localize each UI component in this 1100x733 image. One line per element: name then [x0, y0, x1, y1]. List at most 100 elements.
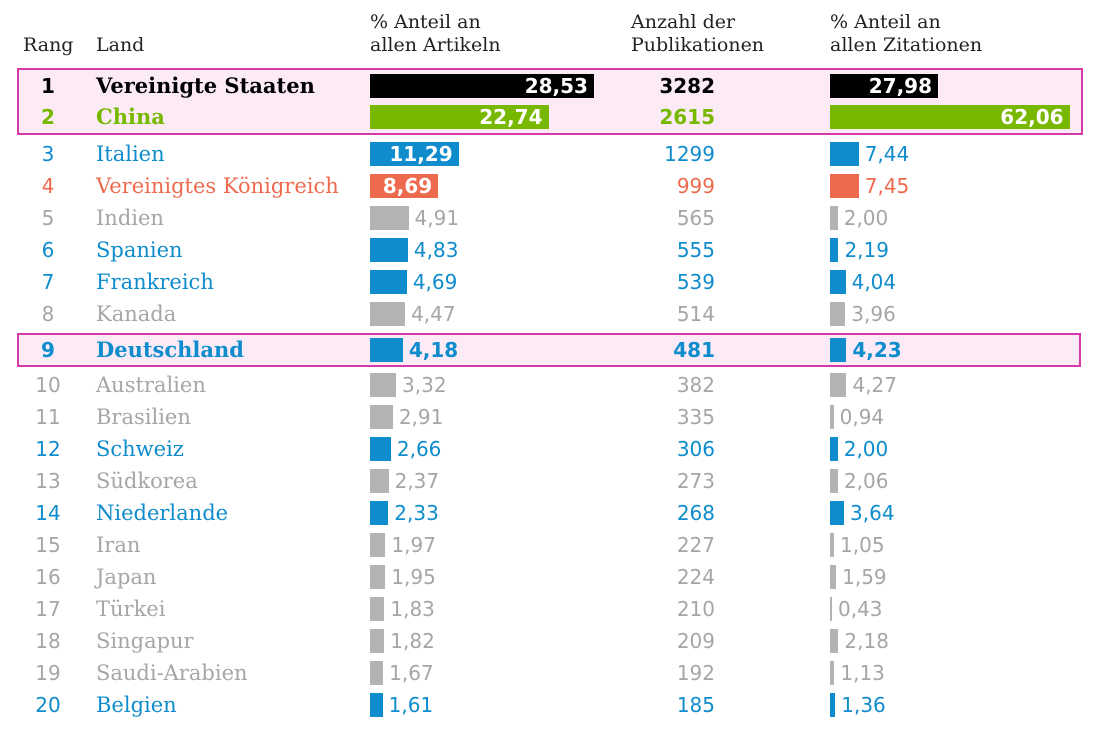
articles-bar [370, 501, 389, 525]
row-publications: 481 [673, 338, 715, 362]
citations-value-label: 27,98 [868, 74, 932, 98]
row-country: Südkorea [96, 469, 198, 493]
citations-bar [830, 405, 834, 429]
header-citations: % Anteil an allen Zitationen [830, 11, 982, 57]
row-country: Japan [96, 565, 157, 589]
citations-value-label: 4,27 [852, 373, 897, 397]
citations-value-label: 4,04 [851, 270, 897, 294]
row-country: China [96, 104, 165, 129]
row-rank: 7 [41, 270, 55, 294]
row-publications: 273 [676, 469, 715, 493]
citations-value-label: 3,96 [851, 302, 896, 326]
row-publications: 565 [676, 206, 715, 230]
row-rank: 18 [35, 629, 61, 653]
articles-value-label: 3,32 [402, 373, 447, 397]
row-publications: 382 [676, 373, 715, 397]
citations-bar [830, 302, 846, 326]
row-country: Indien [96, 206, 164, 230]
row-publications: 185 [676, 693, 715, 717]
articles-value-label: 1,97 [391, 533, 436, 557]
citations-value-label: 62,06 [1000, 105, 1064, 129]
row-rank: 3 [41, 142, 55, 166]
row-publications: 3282 [659, 74, 715, 98]
articles-bar [370, 74, 594, 98]
citations-value-label: 2,00 [843, 437, 889, 461]
articles-value-label: 2,66 [396, 437, 442, 461]
articles-value-label: 28,53 [524, 74, 588, 98]
header-citations-line1: % Anteil an [830, 11, 941, 33]
row-rank: 2 [41, 105, 55, 129]
citations-value-label: 2,06 [843, 469, 889, 493]
citations-bar [830, 469, 838, 493]
citations-value-label: 0,43 [838, 597, 883, 621]
row-country: Türkei [96, 597, 166, 621]
articles-bar [370, 302, 406, 326]
header-articles-line1: % Anteil an [370, 11, 481, 33]
articles-bar [370, 206, 409, 230]
row-rank: 19 [35, 661, 61, 685]
articles-value-label: 1,61 [388, 693, 434, 717]
row-publications: 192 [676, 661, 715, 685]
citations-bar [830, 105, 1070, 129]
row-rank: 1 [41, 74, 55, 98]
articles-bar [370, 437, 391, 461]
articles-value-label: 11,29 [389, 142, 453, 166]
row-country: Kanada [96, 302, 177, 326]
header-publications: Anzahl der Publikationen [631, 11, 764, 57]
row-publications: 268 [676, 501, 715, 525]
citations-bar [830, 629, 839, 653]
row-publications: 2615 [659, 105, 715, 129]
citations-value-label: 1,59 [842, 565, 887, 589]
row-rank: 5 [41, 206, 55, 230]
row-rank: 6 [41, 238, 55, 262]
citations-bar [830, 693, 836, 717]
citations-bar [830, 565, 837, 589]
row-country: Spanien [96, 238, 183, 262]
row-publications: 1299 [664, 142, 715, 166]
header-publications-line2: Publikationen [631, 34, 765, 56]
row-rank: 10 [35, 373, 61, 397]
citations-bar [830, 661, 835, 685]
citations-value-label: 4,23 [852, 338, 902, 362]
citations-value-label: 3,64 [850, 501, 895, 525]
citations-value-label: 2,18 [844, 629, 889, 653]
row-country: Singapur [96, 629, 194, 653]
articles-bar [370, 693, 383, 717]
row-country: Deutschland [96, 337, 244, 362]
articles-bar [370, 565, 386, 589]
articles-bar [370, 533, 386, 557]
row-country: Italien [96, 142, 165, 166]
articles-value-label: 4,83 [413, 238, 459, 262]
citations-value-label: 7,45 [864, 174, 910, 198]
articles-value-label: 4,18 [408, 338, 459, 362]
row-publications: 514 [676, 302, 715, 326]
row-rank: 8 [41, 302, 55, 326]
articles-bar [370, 142, 459, 166]
row-country: Belgien [96, 693, 177, 717]
articles-value-label: 4,91 [414, 206, 460, 230]
row-rank: 15 [35, 533, 61, 557]
citations-bar [830, 174, 859, 198]
row-rank: 13 [35, 469, 61, 493]
row-rank: 14 [35, 501, 61, 525]
citations-bar [830, 597, 832, 621]
citations-bar [830, 206, 838, 230]
header-articles: % Anteil an allen Artikeln [370, 11, 501, 57]
row-publications: 209 [676, 629, 715, 653]
row-publications: 335 [676, 405, 715, 429]
row-publications: 227 [676, 533, 715, 557]
row-country: Niederlande [96, 501, 229, 525]
articles-value-label: 2,33 [394, 501, 439, 525]
articles-value-label: 1,82 [390, 629, 435, 653]
articles-bar [370, 373, 397, 397]
header-articles-line2: allen Artikeln [370, 34, 501, 56]
articles-value-label: 1,83 [390, 597, 435, 621]
row-rank: 16 [35, 565, 61, 589]
row-rank: 9 [41, 338, 55, 362]
row-rank: 12 [35, 437, 61, 461]
row-country: Iran [96, 533, 141, 557]
row-country: Schweiz [96, 437, 184, 461]
citations-value-label: 0,94 [839, 405, 885, 429]
row-country: Australien [96, 373, 206, 397]
row-country: Brasilien [96, 405, 191, 429]
